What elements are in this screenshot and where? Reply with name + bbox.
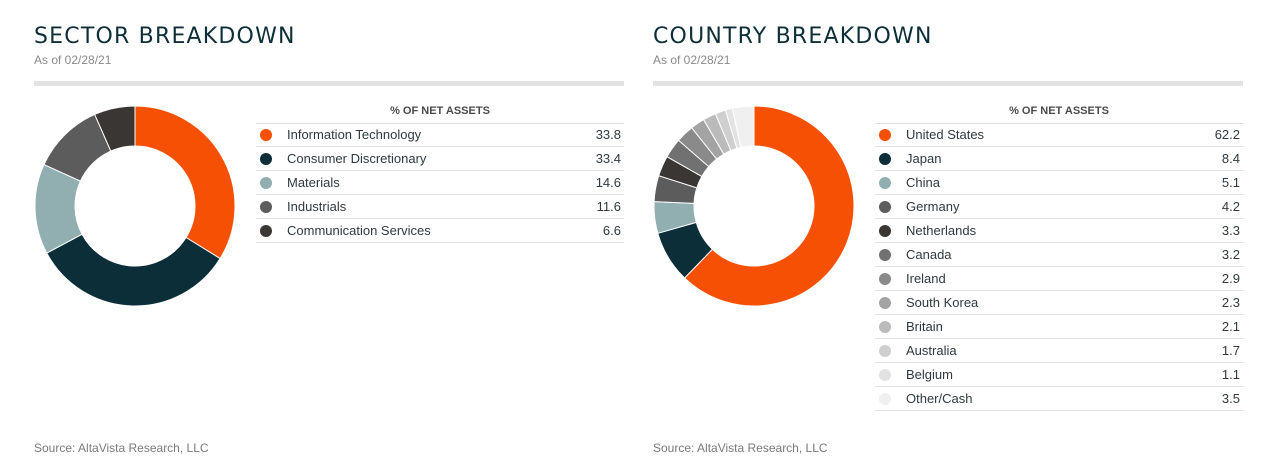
legend-swatch <box>879 201 891 213</box>
table-row: Ireland 2.9 <box>875 267 1243 291</box>
table-row: South Korea 2.3 <box>875 291 1243 315</box>
category-label: China <box>906 175 940 190</box>
sector-breakdown-panel: SECTOR BREAKDOWN As of 02/28/21 % OF NET… <box>34 0 624 474</box>
legend-swatch <box>260 225 272 237</box>
donut-slice[interactable] <box>731 105 755 149</box>
donut-slice[interactable] <box>46 233 221 307</box>
legend-swatch <box>260 129 272 141</box>
legend-swatch <box>879 177 891 189</box>
table-body: United States 62.2 Japan 8.4 China 5.1 Germany… <box>875 123 1243 411</box>
category-label: Materials <box>287 175 340 190</box>
value-label: 3.2 <box>1221 247 1240 262</box>
table-row: Japan 8.4 <box>875 147 1243 171</box>
value-label: 5.1 <box>1221 175 1240 190</box>
legend-swatch <box>879 369 891 381</box>
value-label: 2.3 <box>1221 295 1240 310</box>
divider <box>653 81 1243 86</box>
table-row: Industrials 11.6 <box>256 195 624 219</box>
table-row: Britain 2.1 <box>875 315 1243 339</box>
legend-swatch <box>879 345 891 357</box>
legend-swatch <box>879 321 891 333</box>
value-label: 4.2 <box>1221 199 1240 214</box>
legend-swatch <box>879 393 891 405</box>
legend-swatch <box>260 201 272 213</box>
value-label: 3.5 <box>1221 391 1240 406</box>
table-row: United States 62.2 <box>875 123 1243 147</box>
value-label: 8.4 <box>1221 151 1240 166</box>
category-label: Japan <box>906 151 942 166</box>
category-label: Ireland <box>906 271 946 286</box>
category-label: Industrials <box>287 199 347 214</box>
chart-title: COUNTRY BREAKDOWN <box>653 24 933 49</box>
category-label: Belgium <box>906 367 953 382</box>
value-label: 1.1 <box>1221 367 1240 382</box>
category-label: Australia <box>906 343 957 358</box>
table-row: Information Technology 33.8 <box>256 123 624 147</box>
table-header: % OF NET ASSETS <box>256 100 624 124</box>
value-label: 3.3 <box>1221 223 1240 238</box>
country-breakdown-panel: COUNTRY BREAKDOWN As of 02/28/21 % OF NE… <box>653 0 1243 474</box>
value-label: 11.6 <box>596 199 621 214</box>
value-label: 62.2 <box>1214 127 1240 142</box>
table-row: Belgium 1.1 <box>875 363 1243 387</box>
legend-swatch <box>260 153 272 165</box>
legend-swatch <box>879 225 891 237</box>
table-header: % OF NET ASSETS <box>875 100 1243 124</box>
legend-swatch <box>879 249 891 261</box>
table-body: Information Technology 33.8 Consumer Discr… <box>256 123 624 243</box>
chart-subtitle: As of 02/28/21 <box>653 53 731 67</box>
legend-swatch <box>879 273 891 285</box>
chart-title: SECTOR BREAKDOWN <box>34 24 296 49</box>
category-label: Netherlands <box>906 223 977 238</box>
table-row: China 5.1 <box>875 171 1243 195</box>
donut-slice[interactable] <box>683 105 855 307</box>
legend-swatch <box>260 177 272 189</box>
category-label: Information Technology <box>287 127 422 142</box>
value-label: 2.9 <box>1221 271 1240 286</box>
donut-slice[interactable] <box>94 105 136 152</box>
table-row: Germany 4.2 <box>875 195 1243 219</box>
chart-subtitle: As of 02/28/21 <box>34 53 112 67</box>
sector-donut-chart <box>34 105 236 307</box>
table-row: Canada 3.2 <box>875 243 1243 267</box>
legend-swatch <box>879 297 891 309</box>
category-label: Consumer Discretionary <box>287 151 427 166</box>
legend-swatch <box>879 153 891 165</box>
table-row: Other/Cash 3.5 <box>875 387 1243 411</box>
table-row: Australia 1.7 <box>875 339 1243 363</box>
category-label: Britain <box>906 319 943 334</box>
country-donut-chart <box>653 105 855 307</box>
source-note: Source: AltaVista Research, LLC <box>34 441 209 455</box>
category-label: Germany <box>906 199 960 214</box>
table-row: Netherlands 3.3 <box>875 219 1243 243</box>
category-label: Other/Cash <box>906 391 973 406</box>
category-label: United States <box>906 127 985 142</box>
table-row: Consumer Discretionary 33.4 <box>256 147 624 171</box>
divider <box>34 81 624 86</box>
category-label: South Korea <box>906 295 979 310</box>
value-label: 33.8 <box>595 127 621 142</box>
donut-slice[interactable] <box>134 105 236 260</box>
value-label: 1.7 <box>1221 343 1240 358</box>
value-label: 6.6 <box>602 223 621 238</box>
table-row: Communication Services 6.6 <box>256 219 624 243</box>
value-label: 14.6 <box>595 175 621 190</box>
source-note: Source: AltaVista Research, LLC <box>653 441 828 455</box>
category-label: Canada <box>906 247 952 262</box>
legend-swatch <box>879 129 891 141</box>
value-label: 2.1 <box>1221 319 1240 334</box>
category-label: Communication Services <box>287 223 431 238</box>
value-label: 33.4 <box>595 151 621 166</box>
table-row: Materials 14.6 <box>256 171 624 195</box>
